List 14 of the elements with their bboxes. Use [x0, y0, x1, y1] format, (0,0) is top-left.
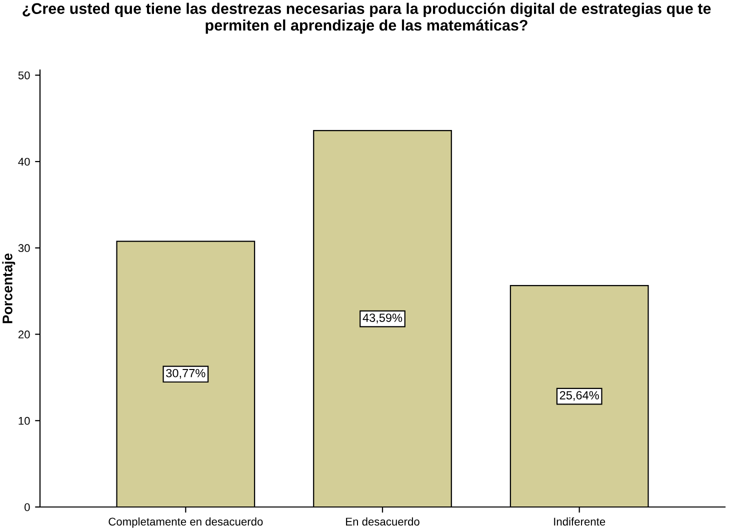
- y-tick-label: 20: [18, 330, 30, 338]
- data-label: 25,64%: [560, 391, 599, 401]
- y-tick-label: 40: [18, 158, 30, 166]
- y-tick-label: 10: [18, 416, 30, 425]
- x-tick-label: Indiferente: [554, 517, 606, 526]
- x-tick-label: En desacuerdo: [346, 517, 420, 526]
- y-axis-title: Porcentaje: [2, 253, 16, 324]
- x-tick-label: Completamente en desacuerdo: [108, 517, 263, 528]
- y-tick-label: 50: [18, 71, 30, 80]
- data-label: 43,59%: [362, 314, 402, 324]
- y-tick-label: 30: [18, 244, 30, 252]
- chart-title: ¿Cree usted que tiene las destrezas necesarias para la producción digital de estrategias que te permiten el aprendizaje de las matemáticas?: [22, 2, 711, 34]
- y-tick-label: 0: [24, 503, 30, 512]
- data-label: 30,77%: [166, 368, 206, 379]
